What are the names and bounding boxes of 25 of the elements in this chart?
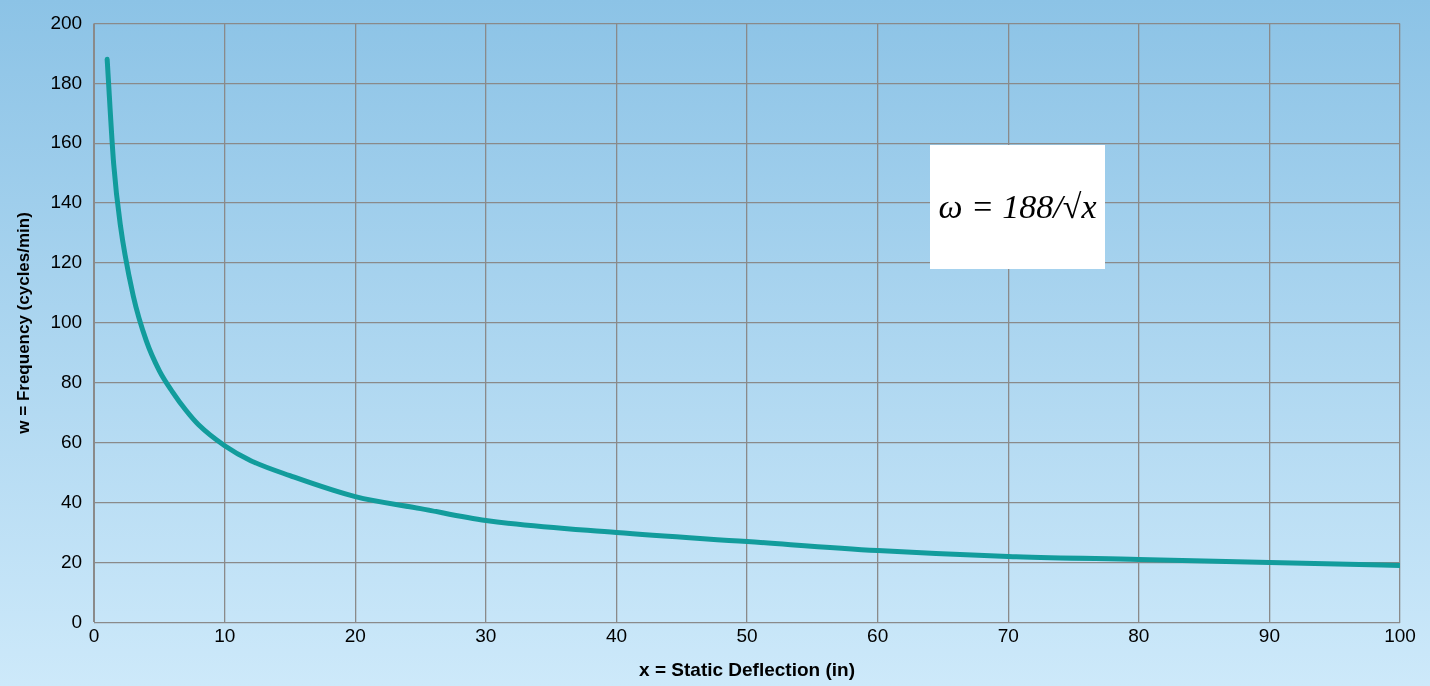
x-tick-label: 50 (736, 625, 758, 647)
x-tick-label: 20 (344, 625, 366, 647)
y-tick-label: 200 (50, 11, 83, 33)
y-tick-label: 0 (71, 610, 83, 632)
y-tick-label: 180 (50, 71, 83, 93)
y-tick-label: 160 (50, 131, 83, 153)
x-tick-label: 80 (1128, 625, 1150, 647)
y-tick-label: 60 (60, 430, 83, 452)
y-tick-label: 140 (50, 191, 83, 213)
y-tick-label: 20 (60, 550, 83, 572)
y-tick-label: 120 (50, 251, 83, 273)
x-tick-label: 40 (605, 625, 628, 647)
formula-card: ω = 188/√x (930, 145, 1105, 269)
y-tick-label: 40 (60, 490, 83, 512)
x-tick-label: 30 (475, 625, 497, 647)
x-tick-label: 90 (1258, 625, 1280, 647)
x-tick-label: 70 (997, 625, 1019, 647)
x-tick-label: 0 (88, 625, 100, 647)
y-tick-label: 100 (50, 311, 83, 333)
y-axis-title: w = Frequency (cycles/min) (13, 212, 33, 435)
y-tick-label: 80 (60, 371, 83, 393)
x-axis-title: x = Static Deflection (in) (639, 658, 855, 680)
x-tick-label: 60 (867, 625, 889, 647)
x-tick-label: 100 (1384, 625, 1416, 647)
x-tick-label: 10 (214, 625, 236, 647)
